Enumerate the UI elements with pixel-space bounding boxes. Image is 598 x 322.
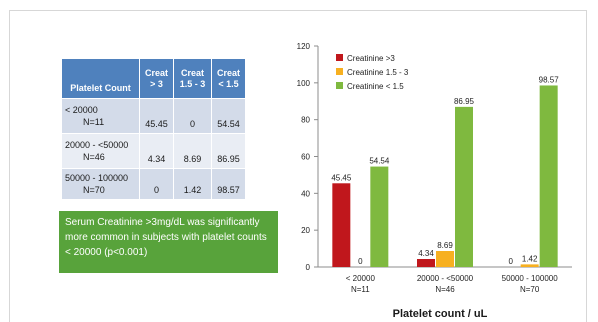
category-label: 20000 - <50000 [417, 274, 474, 283]
header-label: Creat [216, 67, 240, 78]
x-axis-title: Platelet count / uL [393, 308, 488, 320]
value-cell: 1.42 [174, 169, 211, 199]
header-label: Platelet Count [70, 83, 131, 93]
value-cell: 54.54 [212, 99, 245, 133]
category-label: N=46 [435, 285, 455, 294]
bar [436, 250, 454, 267]
bar [520, 264, 539, 267]
value-cell: 0 [140, 169, 173, 199]
value-cell: 86.95 [212, 134, 245, 168]
category-label: < 20000 [346, 274, 376, 283]
creatinine-table: Platelet Count Creat > 3 Creat 1.5 - 3 Cre… [61, 58, 246, 200]
bar [332, 183, 351, 267]
y-tick-label: 120 [297, 42, 311, 51]
value-cell: 45.45 [140, 99, 173, 133]
data-label: 0 [508, 257, 513, 266]
bar [417, 259, 435, 267]
value-cell: 4.34 [140, 134, 173, 168]
table-row: < 20000 N=11 45.45 0 54.54 [62, 99, 245, 133]
legend-label: Creatinine >3 [347, 54, 395, 63]
significance-note: Serum Creatinine >3mg/dL was significant… [59, 211, 278, 273]
range-label: 50000 - 100000 [65, 173, 129, 183]
data-label: 54.54 [369, 157, 390, 166]
platelet-range-cell: 20000 - <50000 N=46 [62, 134, 139, 168]
header-label: 1.5 - 3 [179, 78, 206, 89]
legend-swatch [336, 68, 343, 75]
slide-frame [9, 10, 587, 322]
data-label: 0 [358, 257, 363, 266]
header-label: < 1.5 [218, 78, 239, 89]
data-label: 1.42 [522, 254, 538, 263]
category-label: N=11 [351, 285, 370, 294]
value-cell: 8.69 [174, 134, 211, 168]
value-cell: 98.57 [212, 169, 245, 199]
y-tick-label: 80 [301, 116, 310, 125]
range-label: < 20000 [65, 105, 98, 115]
range-label: 20000 - <50000 [65, 140, 129, 150]
table-row: 20000 - <50000 N=46 4.34 8.69 86.95 [62, 134, 245, 168]
legend-swatch [336, 82, 343, 89]
header-label: Creat [180, 67, 204, 78]
data-label: 45.45 [331, 173, 352, 182]
legend-label: Creatinine < 1.5 [347, 82, 404, 91]
y-tick-label: 20 [301, 226, 310, 235]
y-tick-label: 40 [301, 189, 310, 198]
bar [455, 106, 473, 267]
header-creat-1-5-3: Creat 1.5 - 3 [174, 59, 211, 98]
table-header-row: Platelet Count Creat > 3 Creat 1.5 - 3 Cre… [62, 59, 245, 98]
data-label: 8.69 [437, 241, 453, 250]
platelet-range-cell: 50000 - 100000 N=70 [62, 169, 139, 199]
table-row: 50000 - 100000 N=70 0 1.42 98.57 [62, 169, 245, 199]
sample-size: N=11 [83, 117, 105, 127]
data-label: 86.95 [454, 97, 475, 106]
bar [539, 85, 558, 267]
header-label: Creat [144, 67, 168, 78]
header-label: > 3 [150, 78, 163, 89]
legend-swatch [336, 54, 343, 61]
legend-label: Creatinine 1.5 - 3 [347, 68, 409, 77]
category-label: 50000 - 100000 [502, 274, 559, 283]
y-tick-label: 0 [306, 263, 311, 272]
header-creat-gt3: Creat > 3 [140, 59, 173, 98]
data-label: 4.34 [418, 249, 434, 258]
data-label: 98.57 [539, 75, 560, 84]
header-platelet-count: Platelet Count [62, 59, 139, 98]
header-creat-lt1-5: Creat < 1.5 [212, 59, 245, 98]
value-cell: 0 [174, 99, 211, 133]
sample-size: N=46 [83, 152, 105, 162]
y-tick-label: 60 [301, 153, 310, 162]
platelet-range-cell: < 20000 N=11 [62, 99, 139, 133]
sample-size: N=70 [83, 185, 105, 195]
category-label: N=70 [520, 285, 540, 294]
y-tick-label: 100 [297, 79, 311, 88]
bar [370, 166, 389, 267]
